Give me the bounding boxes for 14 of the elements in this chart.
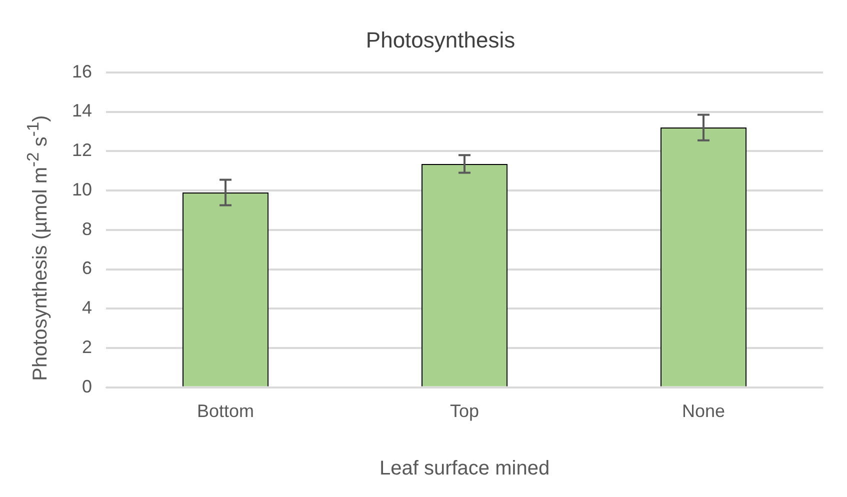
chart-title: Photosynthesis — [366, 27, 516, 52]
y-tick-label: 8 — [82, 218, 92, 239]
y-tick-label: 10 — [72, 179, 92, 200]
y-tick-label: 0 — [82, 376, 92, 396]
x-tick-label: Top — [450, 401, 480, 422]
y-tick-label: 12 — [72, 140, 92, 160]
x-axis-title: Leaf surface mined — [379, 458, 550, 480]
y-tick-label: 6 — [82, 258, 92, 278]
y-tick-label: 4 — [82, 298, 92, 318]
y-tick-label: 14 — [72, 100, 92, 121]
x-tick-label: Bottom — [197, 401, 254, 422]
x-tick-label: None — [682, 401, 726, 422]
y-tick-label: 16 — [72, 61, 92, 82]
y-tick-label: 2 — [82, 336, 92, 357]
